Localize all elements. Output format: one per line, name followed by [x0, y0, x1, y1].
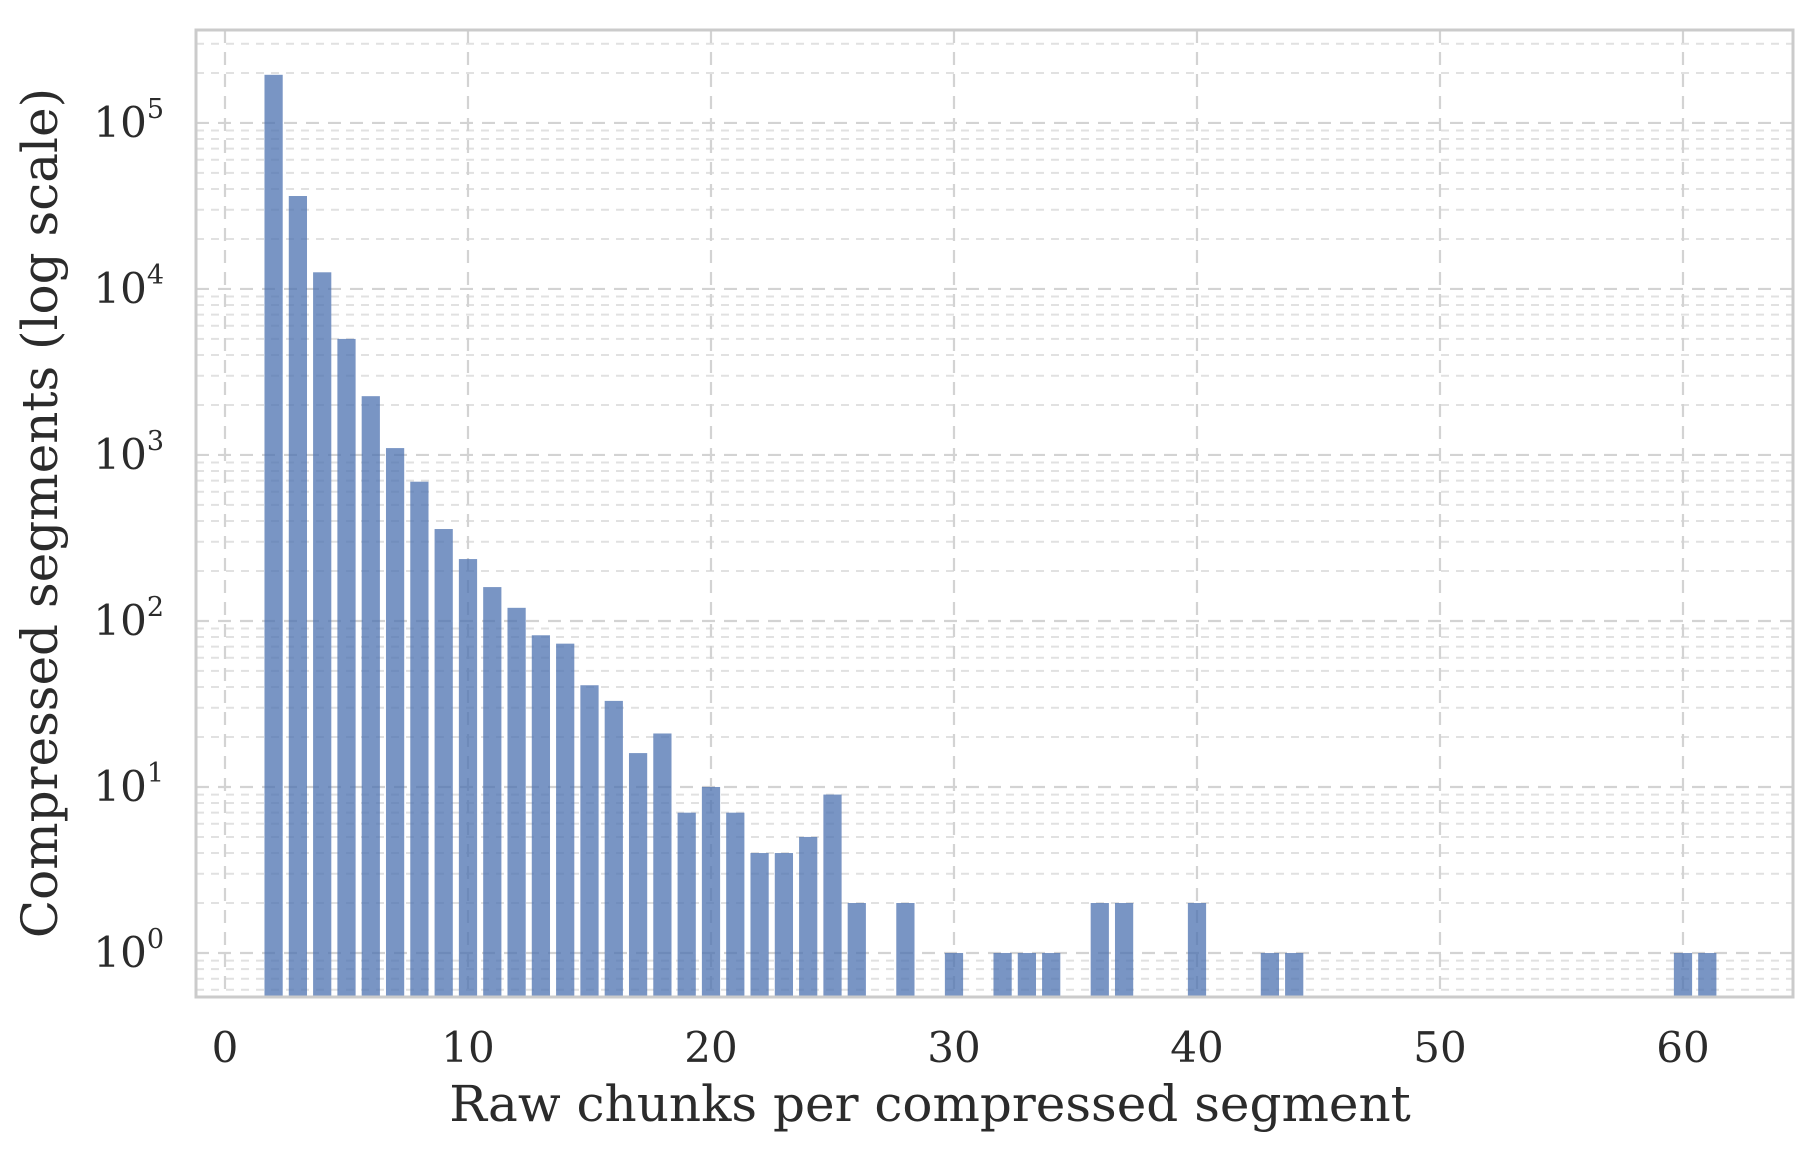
x-axis-label: Raw chunks per compressed segment	[449, 1075, 1411, 1133]
histogram-bar	[531, 635, 551, 997]
x-tick-label: 10	[441, 1023, 494, 1072]
histogram-bar	[410, 481, 429, 997]
y-tick-label: 104	[93, 260, 164, 313]
y-tick-label: 102	[93, 592, 164, 645]
histogram-bar	[288, 196, 308, 997]
histogram-bar	[847, 903, 866, 997]
x-tick-label: 50	[1413, 1023, 1466, 1072]
histogram-bar	[1090, 903, 1109, 997]
histogram-bar	[507, 607, 526, 997]
histogram-bar	[556, 643, 575, 997]
histogram-bar	[385, 448, 405, 997]
histogram-bar	[628, 753, 648, 997]
histogram-bar	[1187, 903, 1207, 997]
histogram-bar	[774, 853, 794, 997]
histogram-bar	[1017, 952, 1037, 997]
histogram-bar	[361, 396, 380, 998]
histogram-bar	[823, 794, 842, 997]
x-tick-label: 40	[1170, 1023, 1223, 1072]
x-tick-label: 60	[1656, 1023, 1709, 1072]
histogram-bar	[1673, 952, 1693, 997]
y-axis-label: Compressed segments (log scale)	[11, 87, 69, 939]
y-tick-label: 105	[93, 94, 164, 147]
histogram-bar	[1114, 903, 1134, 997]
histogram-bar	[653, 733, 672, 997]
histogram-bar	[750, 853, 769, 997]
histogram-bar	[264, 74, 283, 998]
x-tick-label: 20	[684, 1023, 737, 1072]
plot-border	[194, 28, 1795, 999]
x-tick-label: 0	[212, 1023, 239, 1072]
histogram-bar	[944, 952, 964, 997]
histogram-bar	[1698, 952, 1717, 997]
histogram-bar	[434, 529, 453, 997]
histogram-bar	[726, 812, 745, 997]
histogram-bar	[458, 559, 478, 997]
histogram-bar	[677, 812, 696, 997]
y-tick-label: 100	[93, 924, 164, 977]
histogram-bar	[993, 952, 1012, 997]
histogram-bar	[580, 685, 599, 997]
x-tick-label: 30	[927, 1023, 980, 1072]
histogram-bar	[313, 272, 332, 997]
histogram-bar	[1260, 952, 1280, 997]
y-tick-label: 101	[93, 758, 164, 811]
histogram-bar	[1285, 952, 1304, 997]
histogram-bar	[896, 903, 915, 997]
histogram-bar	[483, 587, 502, 997]
histogram-bar	[337, 338, 356, 997]
histogram-bar	[1042, 952, 1061, 997]
histogram-bar	[604, 700, 623, 997]
histogram-bar	[701, 786, 721, 997]
y-tick-label: 103	[93, 426, 164, 479]
histogram-bar	[799, 836, 818, 997]
